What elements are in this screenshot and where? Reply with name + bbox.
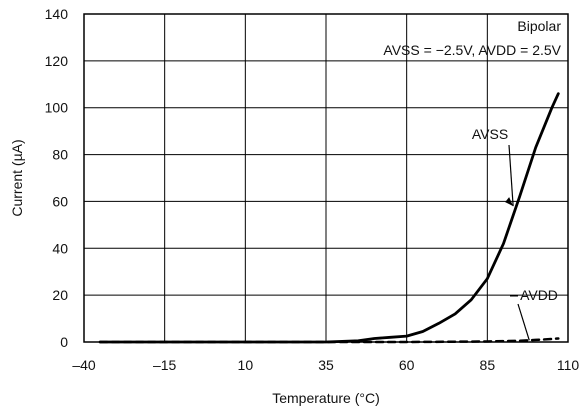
y-tick-label: 80 xyxy=(52,147,68,163)
grid xyxy=(83,13,569,343)
x-tick-label: –40 xyxy=(72,357,96,373)
series-labels: AVSS AVDD xyxy=(472,126,558,341)
x-axis-label: Temperature (°C) xyxy=(272,390,380,406)
series-line-avss xyxy=(98,92,560,344)
y-tick-label: 20 xyxy=(52,287,68,303)
series-label-avss: AVSS xyxy=(472,126,508,142)
x-tick-label: 35 xyxy=(318,357,334,373)
y-tick-label: 40 xyxy=(52,240,68,256)
y-axis-label: Current (µA) xyxy=(9,139,25,216)
y-tick-label: 100 xyxy=(45,100,69,116)
x-tick-label: –15 xyxy=(153,357,177,373)
annotation-bipolar: Bipolar xyxy=(517,18,561,34)
annotations: Bipolar AVSS = −2.5V, AVDD = 2.5V xyxy=(383,18,561,58)
x-tick-label: 10 xyxy=(238,357,254,373)
annotation-supply: AVSS = −2.5V, AVDD = 2.5V xyxy=(383,42,561,58)
leader-line-avdd xyxy=(517,303,530,341)
y-tick-label: 0 xyxy=(60,334,68,350)
series-label-avdd: AVDD xyxy=(520,287,558,303)
arrowhead-avss xyxy=(505,197,514,207)
y-tick-label: 60 xyxy=(52,193,68,209)
plot-frame xyxy=(83,13,569,343)
x-tick-label: 60 xyxy=(399,357,415,373)
y-tick-label: 140 xyxy=(45,6,69,22)
tick-labels: –40 –15 10 35 60 85 110 0 20 40 60 80 100 120 140 xyxy=(45,6,580,373)
x-tick-label: 110 xyxy=(557,357,580,373)
leader-line-avss xyxy=(508,144,514,207)
x-tick-label: 85 xyxy=(480,357,496,373)
y-tick-label: 120 xyxy=(45,53,69,69)
